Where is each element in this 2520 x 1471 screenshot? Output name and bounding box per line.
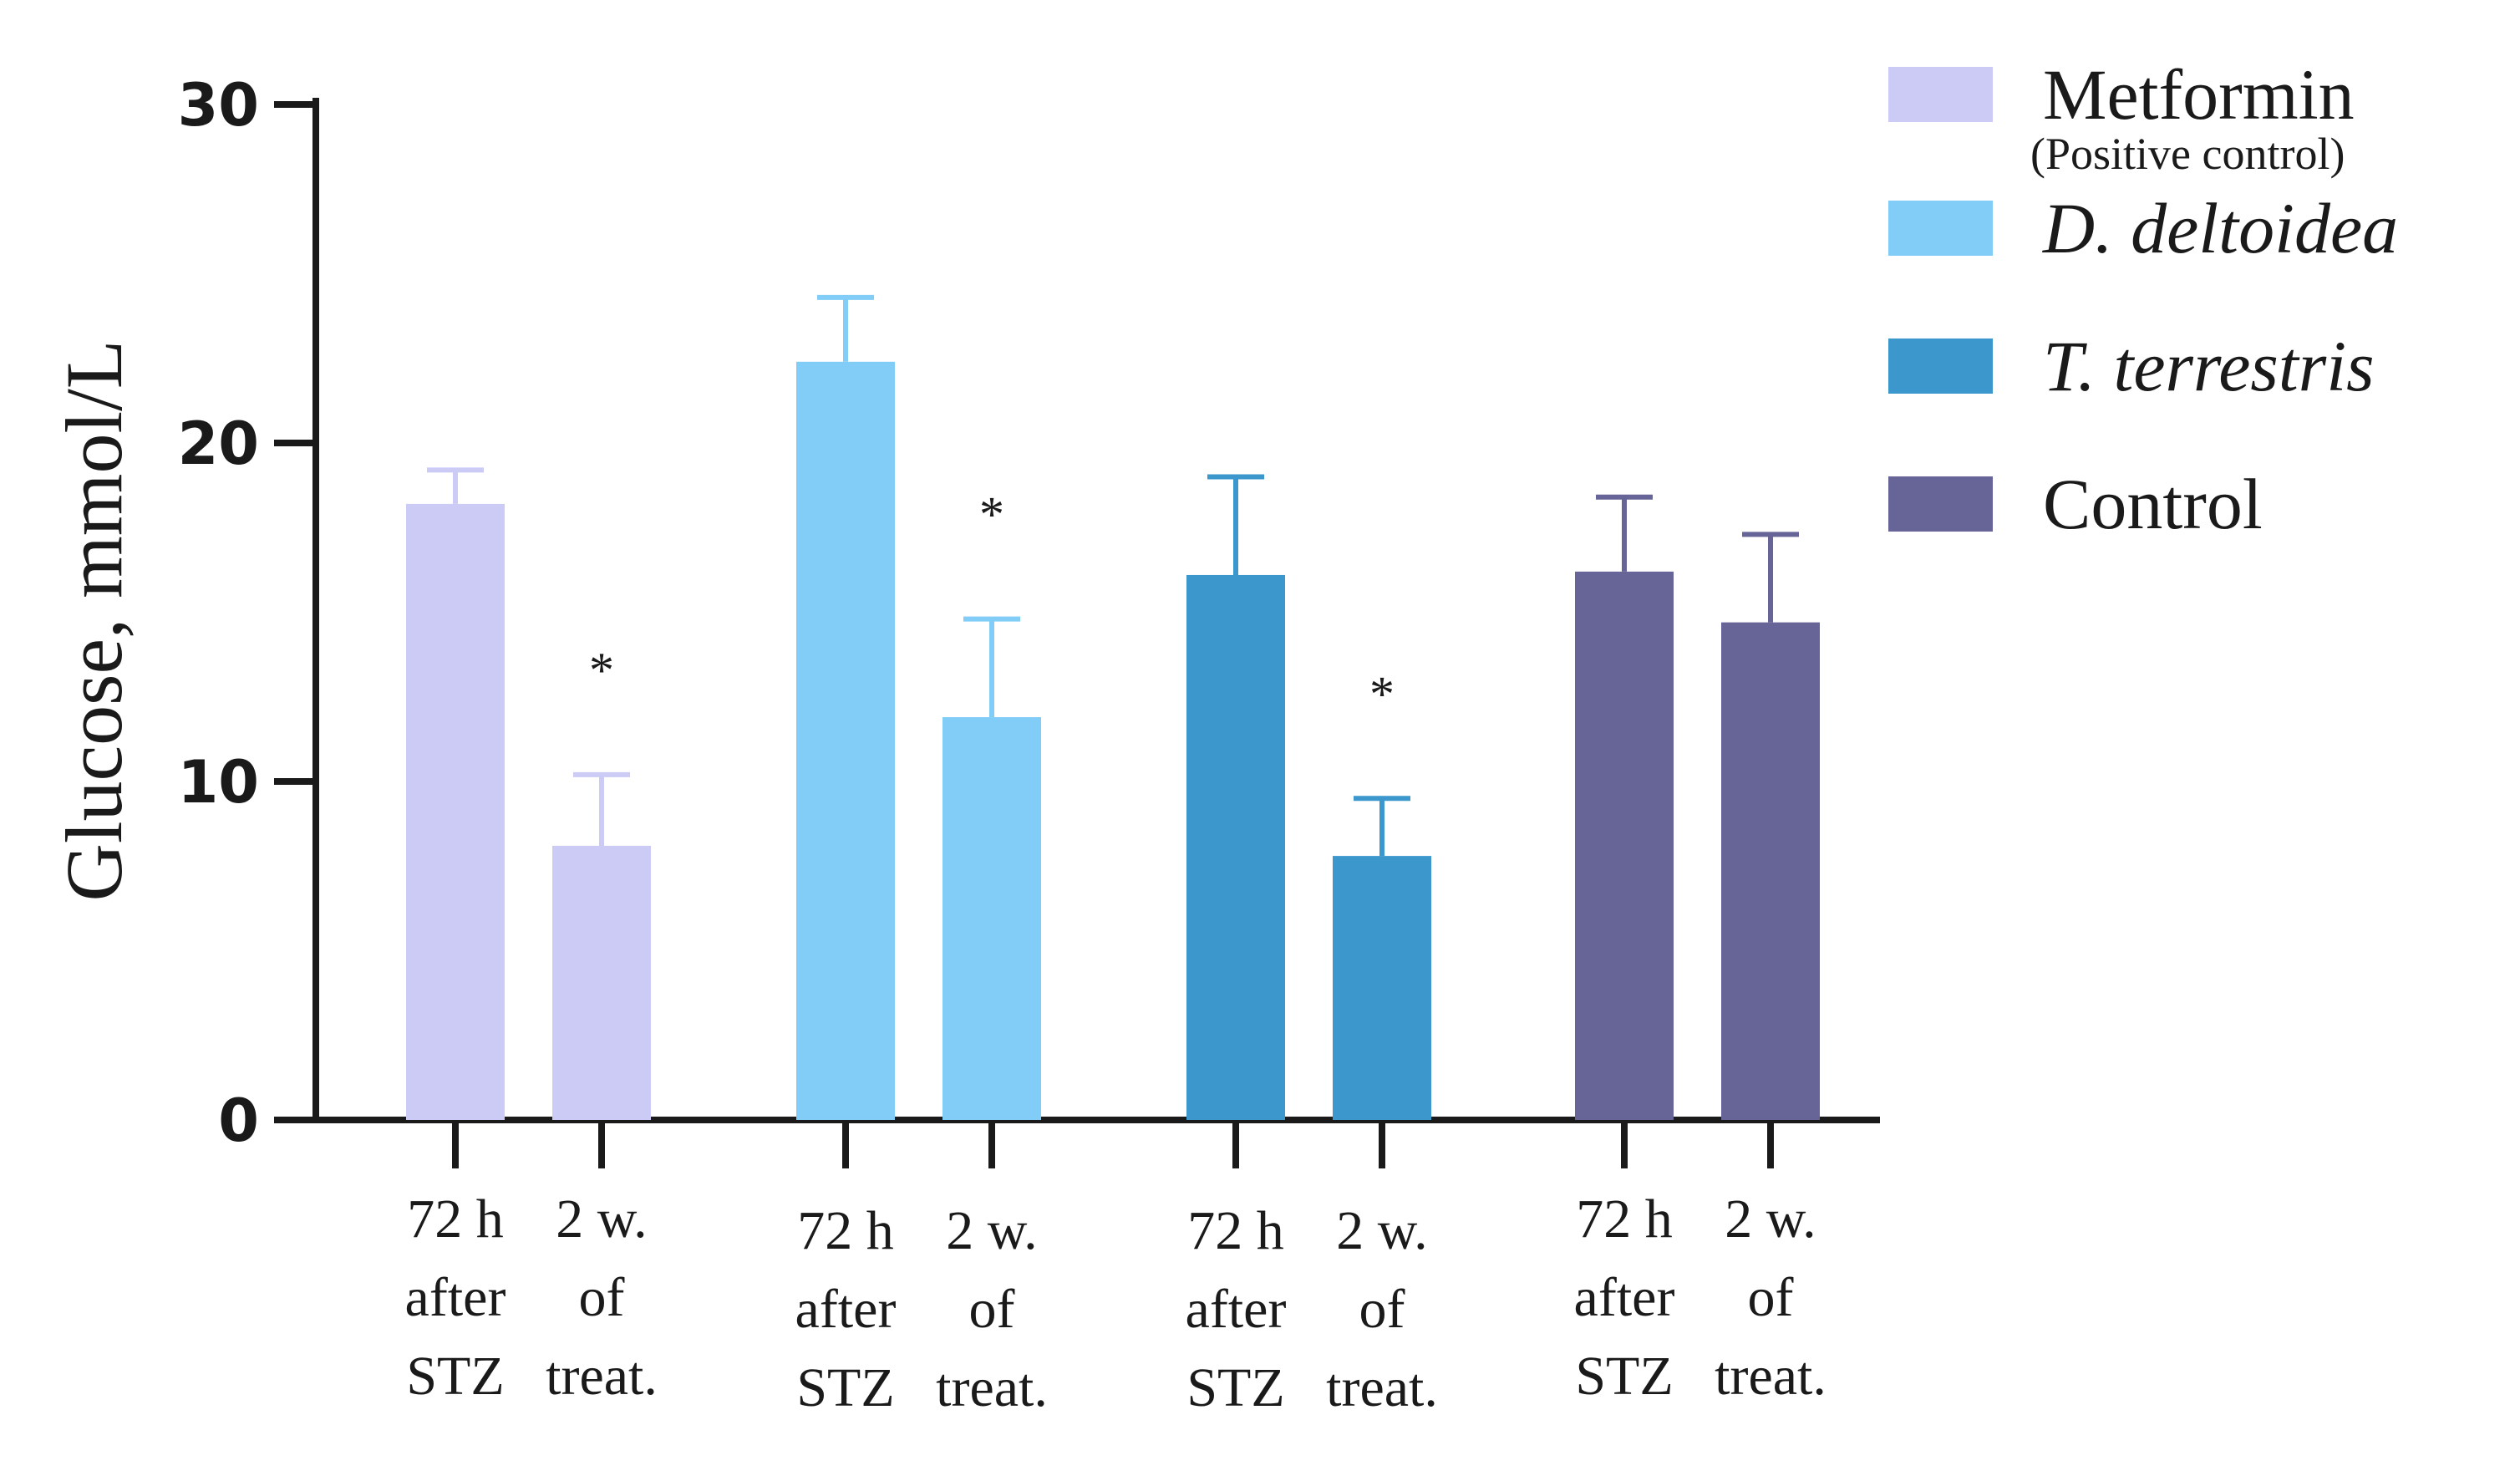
bar-control-2w bbox=[1721, 622, 1820, 1120]
legend-swatch-metformin bbox=[1888, 67, 1993, 122]
y-tick-label: 10 bbox=[178, 748, 259, 817]
x-category-label: 72 h after STZ bbox=[405, 1189, 506, 1407]
legend-label: Control bbox=[2043, 464, 2263, 544]
x-category-label: 72 h after STZ bbox=[1186, 1200, 1287, 1418]
y-tick-label: 30 bbox=[178, 71, 259, 140]
significance-marker: * bbox=[1369, 666, 1395, 721]
bar-metformin-2w bbox=[552, 845, 651, 1120]
significance-marker: * bbox=[589, 643, 614, 698]
legend-label: D. deltoidea bbox=[2042, 188, 2398, 268]
legend-label: T. terrestris bbox=[2043, 326, 2375, 406]
bar-d-deltoidea-72h bbox=[796, 361, 895, 1120]
bar-t-terrestris-2w bbox=[1333, 856, 1431, 1120]
x-category-label: 2 w. of treat. bbox=[1715, 1189, 1826, 1407]
bar-d-deltoidea-2w bbox=[942, 717, 1041, 1120]
x-category-label: 72 h after STZ bbox=[1574, 1189, 1675, 1407]
y-tick-label: 20 bbox=[178, 410, 259, 478]
y-axis-title: Glucose, mmol/L bbox=[49, 340, 139, 902]
bar-t-terrestris-72h bbox=[1186, 574, 1285, 1120]
significance-marker: * bbox=[979, 487, 1004, 542]
legend-swatch-t-terrestris bbox=[1888, 338, 1993, 394]
x-category-label: 2 w. of treat. bbox=[1326, 1200, 1438, 1418]
x-category-label: 72 h after STZ bbox=[795, 1200, 897, 1418]
legend-swatch-d-deltoidea bbox=[1888, 201, 1993, 256]
x-category-label: 2 w. of treat. bbox=[546, 1189, 658, 1407]
x-category-label: 2 w. of treat. bbox=[936, 1200, 1048, 1418]
y-tick-label: 0 bbox=[218, 1087, 259, 1155]
legend-sublabel: (Positive control) bbox=[2030, 129, 2345, 179]
legend-label: Metformin bbox=[2043, 54, 2355, 135]
bar-control-72h bbox=[1575, 571, 1674, 1120]
legend-swatch-control bbox=[1888, 476, 1993, 532]
bar-metformin-72h bbox=[406, 503, 505, 1120]
